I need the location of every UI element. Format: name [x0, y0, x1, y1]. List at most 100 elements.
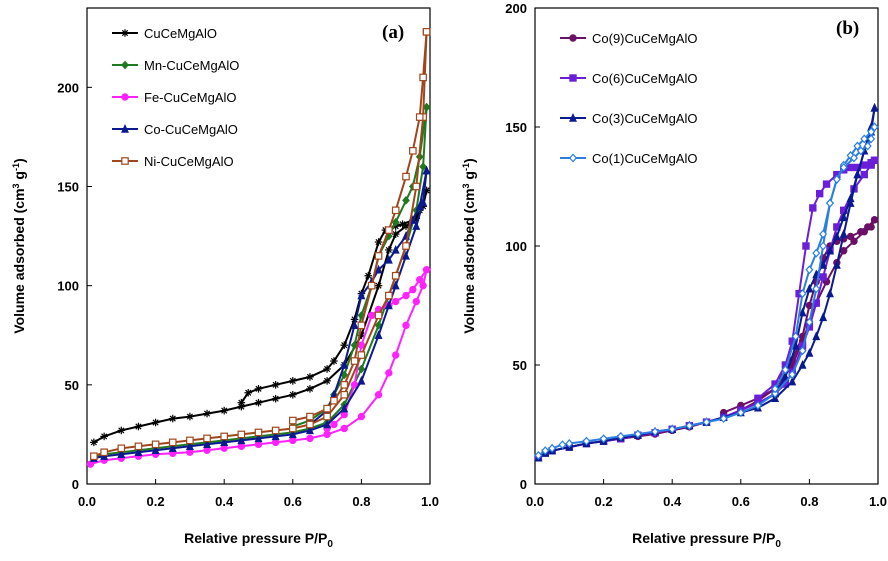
marker-stroke: [289, 391, 296, 398]
data-point: [374, 391, 383, 399]
data-point: [357, 412, 366, 421]
data-point: [288, 429, 297, 439]
data-point: [651, 427, 660, 437]
data-point: [289, 416, 297, 425]
marker-stroke: [289, 377, 296, 384]
marker-stroke: [330, 357, 338, 365]
data-point: [100, 448, 108, 457]
data-point: [857, 228, 865, 236]
marker-stroke: [118, 427, 125, 434]
data-point: [825, 198, 834, 208]
data-point: [422, 28, 431, 36]
data-point: [412, 297, 420, 306]
data-point: [822, 180, 831, 188]
data-point: [826, 245, 834, 255]
data-point: [151, 418, 160, 427]
data-point: [812, 331, 821, 341]
marker-stroke: [135, 423, 142, 430]
data-point: [815, 189, 824, 198]
data-point: [254, 385, 263, 393]
data-point: [392, 351, 400, 359]
data-point: [340, 403, 349, 413]
data-point: [271, 431, 280, 441]
data-point: [271, 394, 280, 403]
marker-stroke: [90, 439, 97, 446]
data-point: [289, 377, 297, 385]
data-point: [846, 193, 855, 203]
data-point: [819, 312, 828, 322]
data-point: [385, 226, 393, 234]
data-point: [853, 141, 862, 151]
y-tick-label: 100: [57, 279, 79, 294]
marker-stroke: [169, 415, 176, 422]
y-tick-label: 150: [505, 120, 527, 135]
data-point: [798, 289, 807, 299]
marker-stroke: [255, 399, 262, 406]
data-point: [220, 444, 228, 452]
data-point: [117, 426, 126, 435]
data-point: [805, 348, 814, 357]
data-point: [306, 420, 314, 429]
data-point: [254, 433, 263, 443]
data-point: [374, 281, 383, 290]
y-axis-title-unit: g: [461, 171, 477, 183]
x-axis-title-subscript: 0: [775, 539, 781, 550]
data-point: [534, 450, 543, 460]
series-Ni-CuCeMgAlO: [90, 28, 431, 461]
y-axis-title-close: ): [461, 158, 477, 163]
data-point: [391, 280, 400, 290]
data-point: [220, 406, 228, 415]
data-point: [391, 230, 400, 238]
data-point: [357, 321, 366, 330]
data-point: [812, 248, 821, 258]
data-point: [289, 424, 297, 433]
legend-entry: Co(1)CuCeMgAlO: [560, 151, 697, 166]
data-point: [419, 197, 428, 207]
data-point: [254, 398, 263, 407]
data-point: [244, 388, 253, 397]
data-point: [771, 389, 780, 399]
series-Co-CuCeMgAlO: [89, 165, 431, 462]
data-point: [409, 285, 417, 294]
data-point: [805, 283, 814, 293]
y-axis-title-main: Volume adsorbed (cm: [11, 188, 27, 333]
data-point: [839, 229, 848, 238]
adsorption-branch-line: [537, 159, 876, 459]
data-point: [330, 357, 338, 365]
data-point: [668, 424, 677, 434]
legend-marker: [121, 157, 129, 165]
data-point: [870, 216, 879, 224]
data-point: [791, 340, 800, 350]
data-point: [357, 375, 366, 385]
data-point: [402, 250, 410, 260]
data-point: [203, 434, 211, 443]
data-point: [340, 424, 348, 433]
data-point: [839, 212, 848, 222]
data-point: [391, 244, 400, 254]
marker-stroke: [221, 407, 228, 414]
data-point: [856, 146, 865, 156]
data-point: [203, 409, 211, 418]
y-tick-label: 0: [72, 477, 79, 492]
data-point: [864, 223, 872, 231]
data-point: [771, 384, 780, 394]
data-point: [798, 307, 807, 317]
data-point: [826, 288, 834, 298]
data-point: [832, 231, 841, 241]
x-axis-title-main: Relative pressure P/P: [632, 530, 775, 546]
data-point: [860, 134, 869, 144]
data-point: [357, 341, 366, 349]
legend-entry: Mn-CuCeMgAlO: [112, 58, 239, 73]
y-tick-label: 200: [505, 1, 527, 16]
plot-frame: [86, 7, 431, 485]
marker-stroke: [245, 389, 252, 396]
data-point: [402, 196, 410, 205]
data-point: [819, 229, 828, 239]
data-point: [340, 359, 349, 369]
data-point: [305, 425, 314, 435]
marker-stroke: [101, 433, 108, 440]
data-point: [392, 297, 400, 306]
marker-stroke: [306, 385, 314, 392]
y-tick-label: 50: [513, 358, 527, 373]
x-axis-title-main: Relative pressure P/P: [184, 530, 327, 546]
